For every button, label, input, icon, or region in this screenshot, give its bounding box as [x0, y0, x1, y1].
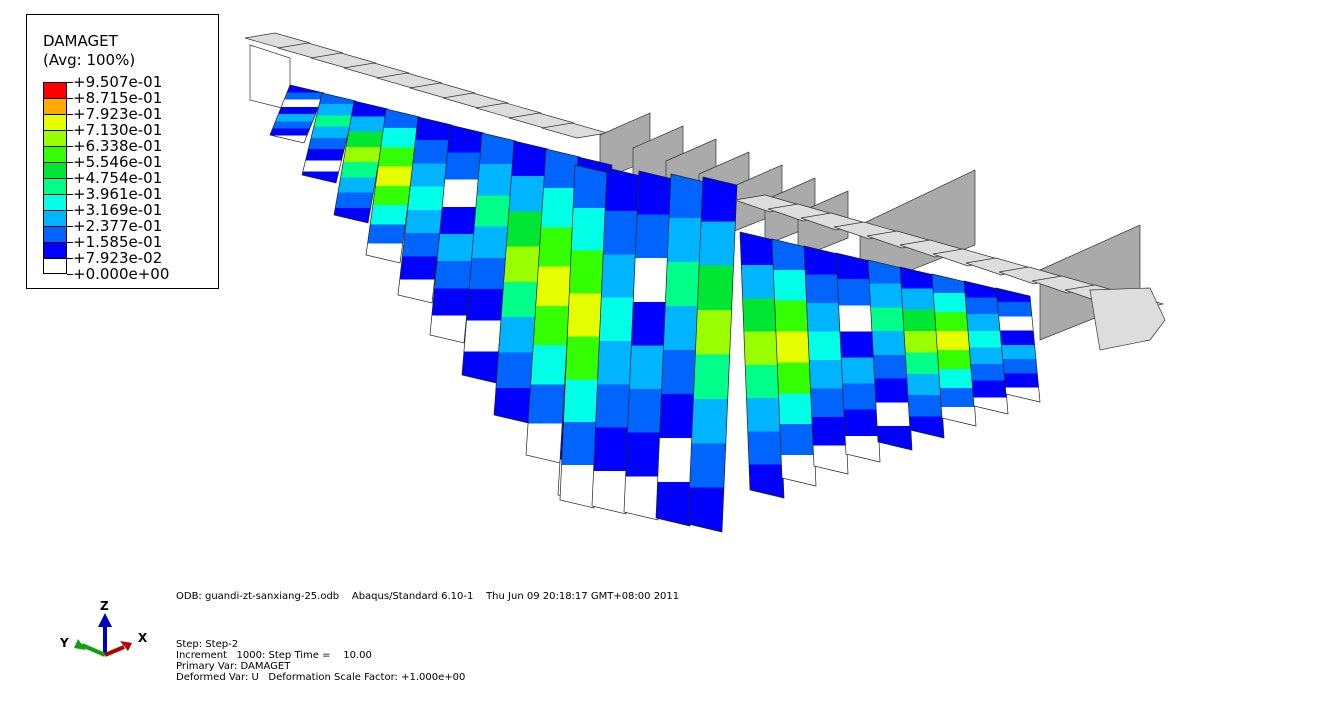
increment-info: Increment 1000: Step Time = 10.00	[176, 650, 372, 661]
legend-color-swatch	[43, 130, 67, 146]
odb-info: ODB: guandi-zt-sanxiang-25.odb Abaqus/St…	[176, 591, 680, 602]
axis-triad: Z Y X	[59, 599, 148, 657]
legend-tick	[67, 130, 73, 131]
damaged-slab	[803, 245, 849, 475]
damaged-slab	[301, 92, 357, 184]
legend-value: +3.961e-01	[73, 185, 163, 203]
legend-colorbar	[43, 82, 67, 274]
damaged-slab	[687, 176, 738, 533]
legend-tick	[67, 162, 73, 163]
legend-value: +5.546e-01	[73, 153, 163, 171]
legend-color-swatch	[43, 82, 67, 98]
beam-top	[475, 102, 542, 119]
legend-color-swatch	[43, 210, 67, 226]
legend-tick	[67, 114, 73, 115]
legend-value: +1.585e-01	[73, 233, 163, 251]
damaged-slab	[995, 287, 1041, 403]
legend-tick	[67, 258, 73, 259]
beam-top	[343, 62, 410, 79]
x-axis-arrow	[104, 641, 132, 657]
z-axis-arrow	[98, 613, 112, 655]
legend-tick	[67, 146, 73, 147]
end-block	[1089, 287, 1166, 351]
legend-tick	[67, 210, 73, 211]
legend-color-swatch	[43, 258, 67, 274]
beam-top	[277, 42, 344, 59]
damaged-slab	[931, 273, 977, 427]
legend-value: +7.130e-01	[73, 121, 163, 139]
beam-top	[310, 52, 377, 69]
step-info: Step: Step-2	[176, 639, 239, 650]
x-axis-label: X	[138, 631, 148, 645]
legend-value: +7.923e-01	[73, 105, 163, 123]
contour-legend: DAMAGET (Avg: 100%) +9.507e-01 +8.715e-01 +…	[26, 14, 219, 289]
y-axis-arrow	[74, 639, 106, 657]
legend-tick	[67, 274, 73, 275]
legend-value: +0.000e+00	[73, 265, 170, 283]
legend-tick	[67, 242, 73, 243]
deformed-var-info: Deformed Var: U Deformation Scale Factor…	[176, 672, 466, 683]
legend-color-swatch	[43, 98, 67, 114]
legend-color-swatch	[43, 178, 67, 194]
legend-color-swatch	[43, 242, 67, 258]
damaged-slab	[963, 280, 1009, 415]
z-axis-label: Z	[100, 599, 109, 613]
damaged-slab	[739, 231, 785, 499]
y-axis-label: Y	[59, 636, 69, 650]
legend-tick	[67, 178, 73, 179]
legend-title: DAMAGET (Avg: 100%)	[43, 32, 135, 70]
legend-value: +3.169e-01	[73, 201, 163, 219]
legend-tick	[67, 226, 73, 227]
damaged-slab	[835, 252, 881, 463]
beam-top	[442, 92, 509, 109]
legend-color-swatch	[43, 114, 67, 130]
legend-color-swatch	[43, 146, 67, 162]
beam-top	[244, 32, 311, 49]
legend-value: +4.754e-01	[73, 169, 163, 187]
legend-color-swatch	[43, 162, 67, 178]
damaged-slab	[899, 266, 945, 439]
primary-var-info: Primary Var: DAMAGET	[176, 661, 291, 672]
beam-top	[508, 112, 575, 129]
legend-tick	[67, 194, 73, 195]
damaged-slab	[333, 100, 389, 224]
damaged-slab	[269, 84, 325, 144]
legend-value: +8.715e-01	[73, 89, 163, 107]
damaged-slab	[771, 238, 817, 487]
damaged-slab	[429, 124, 485, 344]
legend-value: +9.507e-01	[73, 73, 163, 91]
damaged-slab	[365, 108, 421, 264]
legend-value: +7.923e-02	[73, 249, 163, 267]
legend-tick	[67, 82, 73, 83]
legend-averaging: (Avg: 100%)	[43, 51, 136, 69]
legend-variable: DAMAGET	[43, 32, 118, 50]
legend-tick	[67, 98, 73, 99]
legend-color-swatch	[43, 194, 67, 210]
beam-top	[376, 72, 443, 89]
beam-top	[409, 82, 476, 99]
damaged-slab	[867, 259, 913, 451]
damaged-slab	[397, 116, 453, 304]
legend-color-swatch	[43, 226, 67, 242]
legend-value: +6.338e-01	[73, 137, 163, 155]
legend-value: +2.377e-01	[73, 217, 163, 235]
